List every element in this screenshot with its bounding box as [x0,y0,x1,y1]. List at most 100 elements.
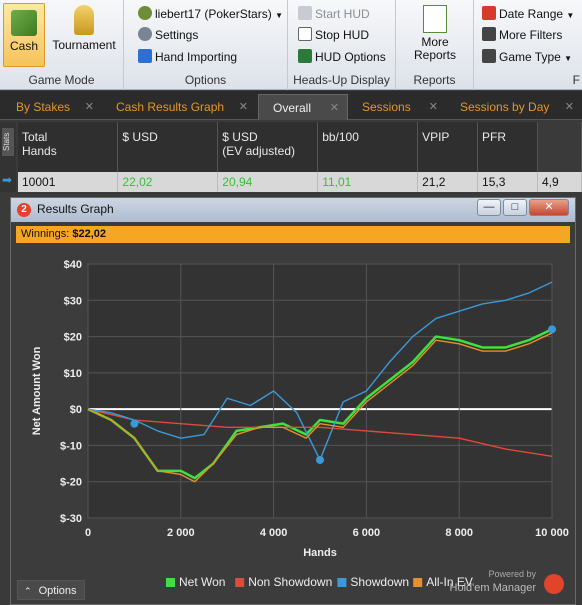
settings-button[interactable]: Settings [138,25,198,45]
legend-label: Showdown [350,575,409,589]
tab-sessions-by-day[interactable]: Sessions by Day ✕ [446,94,582,120]
tab-sessions[interactable]: Sessions ✕ [348,94,446,120]
options-button[interactable]: ⌃ Options [17,580,85,600]
hud-title: Heads-Up Display [293,73,390,87]
series-point [316,455,324,464]
hand-importing-button[interactable]: Hand Importing [138,47,237,67]
minimize-button[interactable]: — [477,199,501,216]
y-tick-label: $30 [64,295,82,307]
stop-hud-button[interactable]: Stop HUD [298,25,369,45]
series-line [87,332,553,483]
y-tick-label: $40 [64,259,82,271]
chart-series [87,281,556,483]
tournament-button[interactable]: Tournament [48,3,120,67]
calendar-icon [482,6,496,20]
series-point [548,325,556,334]
plot-area [87,263,553,519]
filters-title: F [572,73,580,87]
brand-label: Hold'em Manager [450,582,537,594]
hud-options-button[interactable]: HUD Options [298,47,386,67]
report-tabs: By Stakes ✕ Cash Results Graph ✕ Overall ✕ … [0,91,582,120]
close-icon[interactable]: ✕ [329,102,339,114]
player-selector[interactable]: liebert17 (PokerStars) ▼ [138,4,283,24]
cell-total-hands: 10001 [18,172,119,192]
close-button[interactable]: ✕ [529,199,569,216]
legend-label: Net Won [179,575,225,589]
tab-by-stakes[interactable]: By Stakes ✕ [2,94,102,120]
legend-label: All-In EV [426,575,473,589]
col-vpip[interactable]: VPIP [417,122,479,172]
hm2-brand-circle [544,574,564,594]
stats-side-label[interactable]: Stats [2,128,14,156]
tab-cash-results-graph[interactable]: Cash Results Graph ✕ [102,94,256,120]
hm2-logo-icon: 2 [17,203,31,217]
legend-swatch [413,578,423,587]
filters-group: Date Range ▼ More Filters Game Type ▼ F [474,0,582,90]
tab-overall[interactable]: Overall ✕ [258,94,348,120]
y-tick-label: $-10 [60,440,82,452]
series-point [130,419,139,428]
results-graph-window: 2 Results Graph — □ ✕ Winnings: $22,02 $… [10,197,576,605]
close-icon[interactable]: ✕ [238,101,248,113]
x-tick-label: 10 000 [535,527,569,539]
x-tick-label: 8 000 [445,527,473,539]
winnings-value: $22,02 [72,228,107,240]
y-tick-label: $20 [64,332,82,344]
hm2-brand-icon [544,574,564,594]
stop-hud-label: Stop HUD [315,28,370,42]
hud-options-label: HUD Options [315,50,386,64]
close-icon[interactable]: ✕ [428,101,438,113]
player-label: liebert17 (PokerStars) [155,7,272,21]
tab-label: Cash Results Graph [116,100,225,114]
col-usd-ev[interactable]: $ USD (EV adjusted) [217,122,319,172]
legend-swatch [337,578,347,587]
hud-group: Start HUD Stop HUD HUD Options Heads-Up … [288,0,396,90]
maximize-button[interactable]: □ [503,199,527,216]
tab-label: Overall [273,101,312,115]
cash-button[interactable]: Cash [3,3,45,67]
cash-icon [11,10,37,36]
col-usd[interactable]: $ USD [117,122,219,172]
close-icon[interactable]: ✕ [564,101,574,113]
tournament-label: Tournament [52,38,116,52]
col-total-hands[interactable]: Total Hands [18,122,119,172]
more-reports-button[interactable]: More Reports [402,3,468,67]
chevron-down-icon: ▼ [564,54,573,63]
y-tick-label: $0 [70,404,82,416]
y-axis-label: Net Amount Won [31,346,43,435]
more-filters-button[interactable]: More Filters [482,25,562,45]
col-bb100[interactable]: bb/100 [317,122,419,172]
y-axis: $40 $30 $20 $10 $0 $-10 $-20 $-30 [60,259,82,525]
x-axis: 0 2 000 4 000 6 000 8 000 10 000 [85,527,569,539]
hud-icon [298,49,312,63]
start-hud-label: Start HUD [315,7,370,21]
cell-pfr: 15,3 [477,172,538,192]
cell-bb100: 11,01 [317,172,419,192]
results-chart: $40 $30 $20 $10 $0 $-10 $-20 $-30 0 2 000 4 000 6 … [31,259,569,594]
y-tick-label: $10 [64,368,82,380]
date-range-label: Date Range [499,7,564,21]
tab-label: Sessions by Day [460,100,550,114]
window-titlebar[interactable]: 2 Results Graph — □ ✕ [11,198,575,222]
start-hud-button[interactable]: Start HUD [298,4,370,24]
game-type-button[interactable]: Game Type ▼ [482,47,572,67]
chart-grid [87,263,553,519]
col-pfr[interactable]: PFR [477,122,538,172]
stop-icon [298,27,312,41]
x-tick-label: 6 000 [353,527,381,539]
tab-label: Sessions [362,100,411,114]
game-mode-title: Game Mode [28,73,95,87]
stats-side-panel: Stats [0,122,16,192]
report-icon [423,5,447,33]
series-line [87,408,553,458]
date-range-button[interactable]: Date Range ▼ [482,4,574,24]
legend-swatch [166,578,175,587]
close-icon[interactable]: ✕ [84,101,94,113]
options-label: Options [38,585,77,597]
x-tick-label: 2 000 [167,527,195,539]
col-extra[interactable] [537,122,582,172]
cell-vpip: 21,2 [417,172,479,192]
table-row[interactable]: 10001 22,02 20,94 11,01 21,2 15,3 4,9 [18,172,582,192]
stats-table: Total Hands $ USD $ USD (EV adjusted) bb… [18,122,582,192]
x-tick-label: 0 [85,527,91,539]
